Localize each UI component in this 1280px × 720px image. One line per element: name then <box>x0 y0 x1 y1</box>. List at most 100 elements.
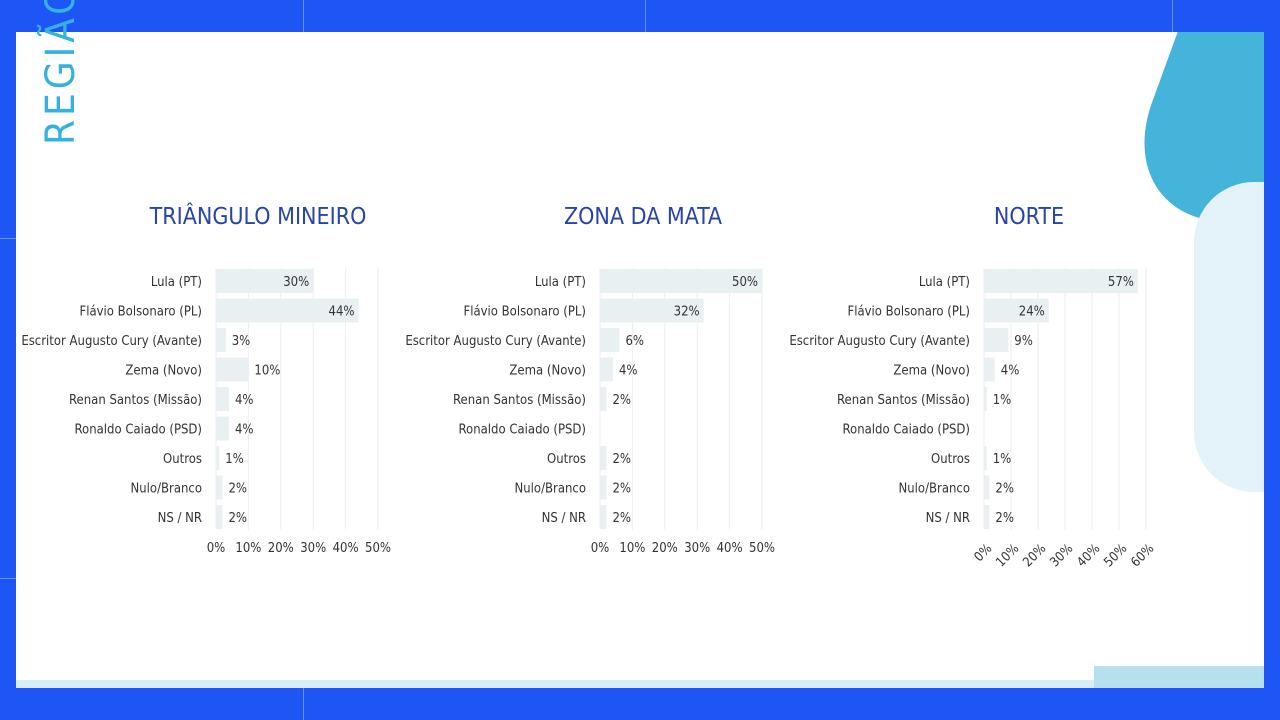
category-label: Renan Santos (Missão) <box>837 393 970 408</box>
data-label: 24% <box>1019 305 1045 320</box>
tick-label: 20% <box>652 541 678 556</box>
bar <box>984 328 1009 352</box>
data-label: 2% <box>995 482 1014 497</box>
data-label: 50% <box>732 275 758 290</box>
bar <box>600 328 620 352</box>
data-label: 4% <box>1001 364 1020 379</box>
bar <box>600 475 607 500</box>
category-label: Lula (PT) <box>535 275 586 290</box>
bar <box>216 475 223 500</box>
category-label: Lula (PT) <box>919 275 970 290</box>
data-label: 2% <box>995 511 1014 526</box>
category-label: Flávio Bolsonaro (PL) <box>463 305 586 320</box>
data-label: 4% <box>619 364 638 379</box>
data-label: 1% <box>993 452 1012 467</box>
bar <box>600 505 607 529</box>
bar <box>600 446 607 470</box>
bar <box>984 387 987 411</box>
chart-title: NORTE <box>994 204 1064 230</box>
tick-label: 40% <box>717 541 743 556</box>
data-label: 2% <box>612 482 631 497</box>
bar <box>984 269 1138 293</box>
category-label: Ronaldo Caiado (PSD) <box>75 423 202 438</box>
bar <box>984 446 987 470</box>
category-label: NS / NR <box>926 511 970 526</box>
bar <box>600 269 762 293</box>
bar <box>984 357 995 382</box>
tick-label: 10% <box>235 541 261 556</box>
tick-label: 60% <box>1128 541 1157 570</box>
data-label: 57% <box>1108 275 1134 290</box>
category-label: Escritor Augusto Cury (Avante) <box>21 334 202 349</box>
category-label: Zema (Novo) <box>509 364 586 379</box>
tick-label: 0% <box>972 541 996 565</box>
category-label: Escritor Augusto Cury (Avante) <box>789 334 970 349</box>
bar <box>216 269 314 293</box>
bar <box>984 475 990 500</box>
tick-label: 40% <box>1074 541 1103 570</box>
data-label: 30% <box>283 275 309 290</box>
category-label: Outros <box>931 452 970 467</box>
data-label: 1% <box>225 452 244 467</box>
data-label: 4% <box>235 393 254 408</box>
background-line <box>0 578 16 579</box>
tick-label: 30% <box>300 541 326 556</box>
data-label: 2% <box>612 452 631 467</box>
data-label: 9% <box>1014 334 1033 349</box>
data-label: 10% <box>254 364 280 379</box>
tick-label: 30% <box>684 541 710 556</box>
category-label: Nulo/Branco <box>515 482 587 497</box>
bar-chart: ZONA DA MATA 0% 10% 20% 30% 40% 50% Lula (PT) 50… <box>405 204 775 556</box>
bar <box>216 357 249 382</box>
tick-label: 10% <box>619 541 645 556</box>
background-line <box>645 0 646 32</box>
bar <box>216 505 223 529</box>
bar <box>984 505 990 529</box>
data-label: 1% <box>993 393 1012 408</box>
bar <box>216 298 359 323</box>
tick-label: 50% <box>365 541 391 556</box>
chart-title: ZONA DA MATA <box>564 204 722 230</box>
data-label: 2% <box>612 393 631 408</box>
background-line <box>303 688 304 720</box>
data-label: 6% <box>625 334 644 349</box>
chart-title: TRIÂNGULO MINEIRO <box>149 202 367 230</box>
category-label: Outros <box>547 452 586 467</box>
category-label: Renan Santos (Missão) <box>69 393 202 408</box>
data-label: 3% <box>232 334 251 349</box>
bar <box>600 357 613 382</box>
category-label: Flávio Bolsonaro (PL) <box>79 305 202 320</box>
background-line <box>1172 0 1173 32</box>
bar <box>600 387 607 411</box>
bottom-band <box>16 680 1264 688</box>
tick-label: 50% <box>749 541 775 556</box>
category-label: Zema (Novo) <box>125 364 202 379</box>
category-label: Lula (PT) <box>151 275 202 290</box>
category-label: Flávio Bolsonaro (PL) <box>847 305 970 320</box>
tick-label: 40% <box>333 541 359 556</box>
data-label: 44% <box>329 305 355 320</box>
background-line <box>0 238 16 239</box>
category-label: Renan Santos (Missão) <box>453 393 586 408</box>
category-label: NS / NR <box>158 511 202 526</box>
tick-label: 50% <box>1101 541 1130 570</box>
category-label: Outros <box>163 452 202 467</box>
bar <box>216 387 229 411</box>
bottom-tile <box>1094 666 1264 688</box>
tick-label: 20% <box>268 541 294 556</box>
category-label: Escritor Augusto Cury (Avante) <box>405 334 586 349</box>
background-line <box>303 0 304 32</box>
data-label: 32% <box>674 305 700 320</box>
bar <box>216 446 220 470</box>
tick-label: 20% <box>1020 541 1049 570</box>
bar-chart: TRIÂNGULO MINEIRO 0% 10% 20% 30% 40% 50% Lula (… <box>21 202 391 556</box>
bar <box>600 298 704 323</box>
data-label: 2% <box>228 482 247 497</box>
data-label: 2% <box>612 511 631 526</box>
tick-label: 0% <box>591 541 610 556</box>
category-label: Nulo/Branco <box>131 482 203 497</box>
category-label: NS / NR <box>542 511 586 526</box>
bar <box>216 328 226 352</box>
category-label: Ronaldo Caiado (PSD) <box>459 423 586 438</box>
